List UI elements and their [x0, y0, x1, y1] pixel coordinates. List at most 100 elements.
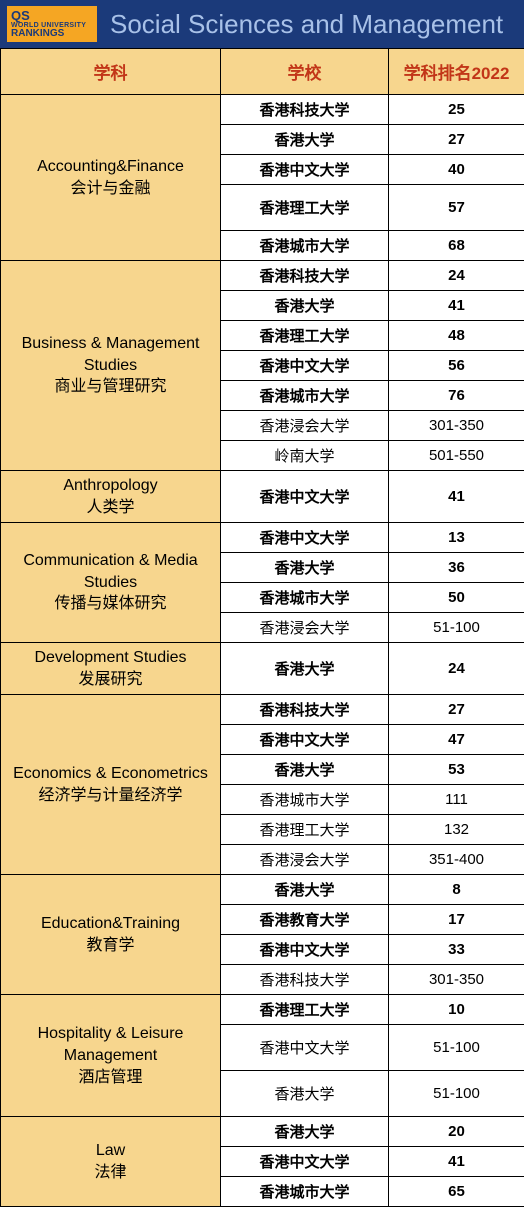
- rank-cell: 13: [389, 523, 524, 553]
- rank-cell: 351-400: [389, 845, 524, 875]
- rank-cell: 24: [389, 643, 524, 695]
- school-cell: 香港浸会大学: [221, 845, 389, 875]
- col-subject: 学科: [1, 49, 221, 95]
- rank-cell: 10: [389, 995, 524, 1025]
- table-head: 学科 学校 学科排名2022: [1, 49, 524, 95]
- table-row: Communication & Media Studies传播与媒体研究香港中文…: [1, 523, 524, 553]
- school-cell: 香港中文大学: [221, 471, 389, 523]
- subject-cell: Accounting&Finance会计与金融: [1, 95, 221, 261]
- rank-cell: 27: [389, 125, 524, 155]
- subject-cell: Hospitality & Leisure Management酒店管理: [1, 995, 221, 1117]
- school-cell: 香港城市大学: [221, 381, 389, 411]
- school-cell: 香港大学: [221, 1071, 389, 1117]
- school-cell: 香港城市大学: [221, 785, 389, 815]
- subject-en: Law: [7, 1140, 214, 1162]
- school-cell: 香港大学: [221, 125, 389, 155]
- rank-cell: 50: [389, 583, 524, 613]
- rank-cell: 41: [389, 471, 524, 523]
- subject-en: Accounting&Finance: [7, 156, 214, 178]
- subject-en: Education&Training: [7, 913, 214, 935]
- subject-en: Communication & Media Studies: [7, 550, 214, 593]
- rank-cell: 301-350: [389, 411, 524, 441]
- school-cell: 香港中文大学: [221, 523, 389, 553]
- rank-cell: 20: [389, 1117, 524, 1147]
- school-cell: 香港大学: [221, 291, 389, 321]
- qs-logo-top: QS: [11, 9, 93, 22]
- school-cell: 岭南大学: [221, 441, 389, 471]
- rank-cell: 51-100: [389, 1071, 524, 1117]
- rankings-table: 学科 学校 学科排名2022 Accounting&Finance会计与金融香港…: [0, 48, 524, 1207]
- school-cell: 香港浸会大学: [221, 613, 389, 643]
- rank-cell: 57: [389, 185, 524, 231]
- school-cell: 香港教育大学: [221, 905, 389, 935]
- subject-cell: Communication & Media Studies传播与媒体研究: [1, 523, 221, 643]
- rank-cell: 33: [389, 935, 524, 965]
- subject-cell: Education&Training教育学: [1, 875, 221, 995]
- rank-cell: 24: [389, 261, 524, 291]
- school-cell: 香港科技大学: [221, 695, 389, 725]
- school-cell: 香港中文大学: [221, 351, 389, 381]
- rank-cell: 501-550: [389, 441, 524, 471]
- subject-cell: Economics & Econometrics经济学与计量经济学: [1, 695, 221, 875]
- rank-cell: 25: [389, 95, 524, 125]
- subject-cn: 法律: [7, 1162, 214, 1184]
- school-cell: 香港大学: [221, 643, 389, 695]
- subject-en: Hospitality & Leisure Management: [7, 1023, 214, 1066]
- rank-cell: 65: [389, 1177, 524, 1207]
- rank-cell: 40: [389, 155, 524, 185]
- subject-cell: Anthropology人类学: [1, 471, 221, 523]
- page-title: Social Sciences and Management: [110, 9, 503, 40]
- subject-cn: 酒店管理: [7, 1067, 214, 1089]
- subject-cn: 会计与金融: [7, 178, 214, 200]
- school-cell: 香港理工大学: [221, 815, 389, 845]
- rank-cell: 132: [389, 815, 524, 845]
- rank-cell: 41: [389, 291, 524, 321]
- table-row: Business & Management Studies商业与管理研究香港科技…: [1, 261, 524, 291]
- rank-cell: 301-350: [389, 965, 524, 995]
- rank-cell: 76: [389, 381, 524, 411]
- col-school: 学校: [221, 49, 389, 95]
- rank-cell: 51-100: [389, 613, 524, 643]
- subject-en: Development Studies: [7, 647, 214, 669]
- page-header: QS WORLD UNIVERSITY RANKINGS Social Scie…: [0, 0, 524, 48]
- table-row: Development Studies发展研究香港大学24: [1, 643, 524, 695]
- school-cell: 香港大学: [221, 1117, 389, 1147]
- rank-cell: 8: [389, 875, 524, 905]
- subject-en: Economics & Econometrics: [7, 763, 214, 785]
- subject-cn: 经济学与计量经济学: [7, 785, 214, 807]
- col-rank: 学科排名2022: [389, 49, 524, 95]
- table-row: Economics & Econometrics经济学与计量经济学香港科技大学2…: [1, 695, 524, 725]
- qs-logo-bot: RANKINGS: [11, 29, 93, 39]
- subject-cell: Business & Management Studies商业与管理研究: [1, 261, 221, 471]
- school-cell: 香港中文大学: [221, 1025, 389, 1071]
- subject-cn: 发展研究: [7, 669, 214, 691]
- school-cell: 香港大学: [221, 553, 389, 583]
- table-row: Hospitality & Leisure Management酒店管理香港理工…: [1, 995, 524, 1025]
- school-cell: 香港理工大学: [221, 185, 389, 231]
- school-cell: 香港科技大学: [221, 95, 389, 125]
- rank-cell: 41: [389, 1147, 524, 1177]
- rank-cell: 27: [389, 695, 524, 725]
- school-cell: 香港城市大学: [221, 583, 389, 613]
- school-cell: 香港大学: [221, 755, 389, 785]
- rank-cell: 36: [389, 553, 524, 583]
- school-cell: 香港中文大学: [221, 725, 389, 755]
- subject-cn: 传播与媒体研究: [7, 593, 214, 615]
- rank-cell: 51-100: [389, 1025, 524, 1071]
- school-cell: 香港城市大学: [221, 231, 389, 261]
- rank-cell: 17: [389, 905, 524, 935]
- school-cell: 香港理工大学: [221, 995, 389, 1025]
- rank-cell: 47: [389, 725, 524, 755]
- rank-cell: 111: [389, 785, 524, 815]
- rank-cell: 68: [389, 231, 524, 261]
- table-body: Accounting&Finance会计与金融香港科技大学25香港大学27香港中…: [1, 95, 524, 1207]
- subject-cell: Law法律: [1, 1117, 221, 1207]
- table-row: Anthropology人类学香港中文大学41: [1, 471, 524, 523]
- subject-cell: Development Studies发展研究: [1, 643, 221, 695]
- rank-cell: 56: [389, 351, 524, 381]
- table-row: Law法律香港大学20: [1, 1117, 524, 1147]
- subject-cn: 人类学: [7, 497, 214, 519]
- school-cell: 香港科技大学: [221, 965, 389, 995]
- table-row: Accounting&Finance会计与金融香港科技大学25: [1, 95, 524, 125]
- school-cell: 香港科技大学: [221, 261, 389, 291]
